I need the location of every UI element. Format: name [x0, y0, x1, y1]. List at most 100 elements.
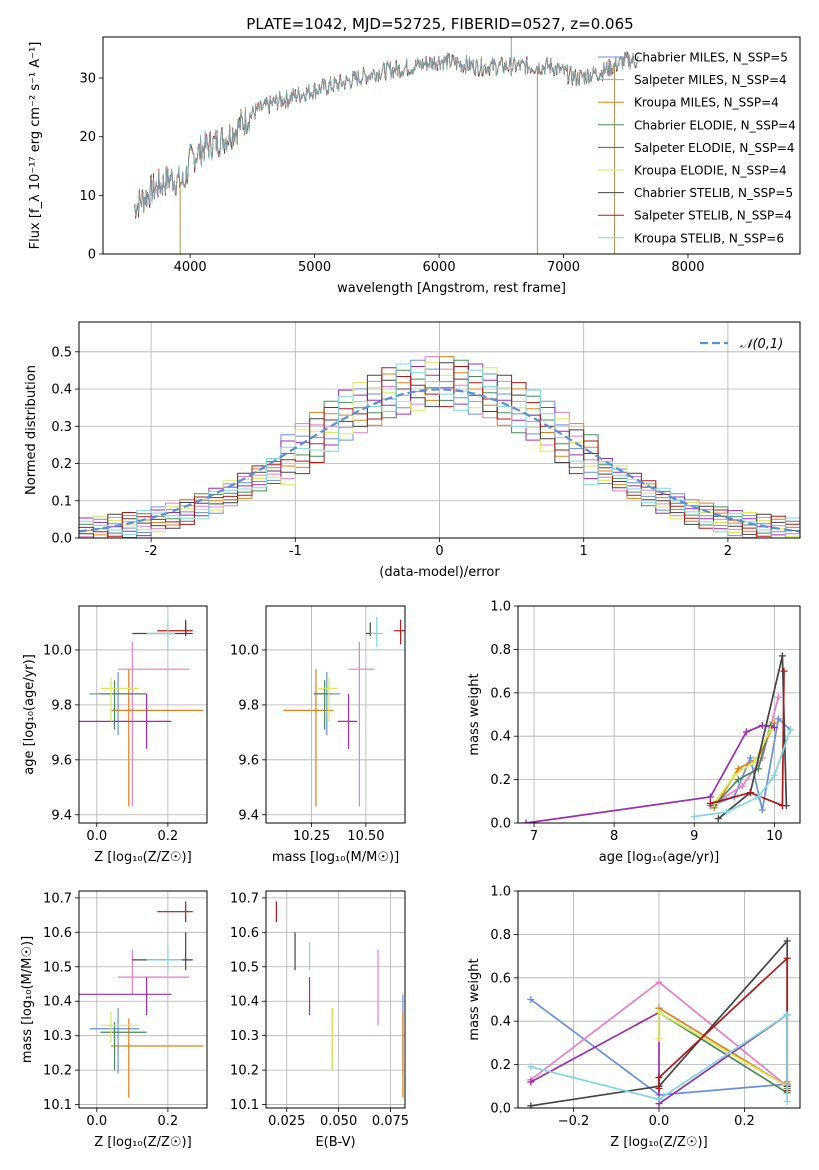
y-axis-label: mass [log₁₀(M/M☉)] — [20, 936, 35, 1063]
y-tick-label: 0.0 — [490, 1102, 511, 1117]
axes-frame — [265, 605, 406, 824]
y-tick-label: 10 — [79, 189, 96, 204]
x-tick-label: 2 — [724, 544, 732, 559]
weight-series-7 — [710, 671, 785, 807]
y-tick-label: 0.2 — [490, 773, 511, 788]
error-bars — [79, 619, 204, 807]
spectrum-legend: Chabrier MILES, N_SSP=5 Salpeter MILES, N… — [598, 51, 796, 245]
weight-marker — [527, 1078, 535, 1086]
y-axis-label: mass weight — [467, 673, 482, 755]
y-tick-label: 10.5 — [43, 960, 72, 975]
histograms — [79, 356, 800, 538]
y-tick-label: 9.8 — [238, 698, 259, 713]
x-tick-label: 0.075 — [372, 1114, 409, 1129]
x-tick-label: 1 — [580, 544, 588, 559]
weight-marker — [783, 954, 791, 962]
x-tick-label: 10.25 — [293, 829, 330, 844]
x-tick-label: 0.2 — [158, 1114, 179, 1129]
weight-marker — [783, 1097, 791, 1105]
weight-marker — [770, 724, 778, 732]
weight-marker — [770, 771, 778, 779]
y-tick-label: 10.2 — [43, 1064, 72, 1079]
y-tick-label: 0.8 — [490, 643, 511, 658]
weight-marker — [655, 1084, 663, 1092]
y-tick-label: 30 — [79, 72, 96, 87]
x-tick-label: 10 — [766, 829, 783, 844]
axes-frame — [78, 321, 801, 539]
y-tick-label: 10.4 — [43, 995, 72, 1010]
weight-marker — [706, 799, 714, 807]
x-tick-label: 0 — [435, 544, 443, 559]
legend-label: 𝒩(0,1) — [740, 337, 783, 352]
x-axis-label: wavelength [Angstrom, rest frame] — [337, 281, 566, 296]
weight-lines — [527, 937, 791, 1108]
y-tick-label: 0.4 — [490, 730, 511, 745]
y-tick-label: 10.6 — [230, 926, 259, 941]
legend-label: Chabrier ELODIE, N_SSP=4 — [634, 118, 796, 132]
axes-frame — [78, 890, 208, 1109]
weight_vs_age-axes: 7 8 9 10 0.0 0.2 0.4 0.6 0.8 1.0 age [log₁₀(age/yr… — [467, 600, 801, 865]
y-tick-label: 0.4 — [51, 383, 72, 398]
weight-marker — [774, 693, 782, 701]
weight-marker — [746, 754, 754, 762]
x-axis-label: Z [log₁₀(Z/Z☉)] — [610, 1135, 707, 1150]
weight-series-8 — [530, 1013, 789, 1102]
x-tick-label: 6000 — [423, 260, 456, 275]
y-axis-label: mass weight — [467, 958, 482, 1040]
weight-marker — [778, 802, 786, 810]
x-tick-label: 0.0 — [86, 829, 107, 844]
y-axis-label: age [log₁₀(age/yr)] — [22, 654, 37, 775]
y-tick-label: 1.0 — [490, 885, 511, 900]
spectrum-lines — [133, 37, 639, 254]
weight-marker — [758, 806, 766, 814]
weight-marker — [734, 776, 742, 784]
weight-series-6 — [717, 655, 788, 820]
legend-label: Chabrier MILES, N_SSP=5 — [634, 51, 788, 65]
x-tick-label: 0.025 — [268, 1114, 305, 1129]
weight-marker — [730, 771, 738, 779]
legend-label: Salpeter MILES, N_SSP=4 — [634, 73, 787, 87]
weight-marker — [742, 728, 750, 736]
x-tick-label: 0.050 — [320, 1114, 357, 1129]
weight-marker — [766, 726, 774, 734]
y-tick-label: 0 — [88, 248, 96, 263]
weight-series-3 — [713, 725, 772, 807]
weight_vs_Z-axes: −0.2 0.0 0.2 0.0 0.2 0.4 0.6 0.8 1.0 Z [log₁₀(Z/Z… — [467, 885, 801, 1150]
spectrum-axes: 4000 5000 6000 7000 8000 0 10 20 30 wavelength [A… — [28, 36, 801, 296]
weight-marker — [527, 996, 535, 1003]
weight-marker — [786, 726, 794, 734]
y-tick-label: 20 — [79, 130, 96, 145]
weight-marker — [655, 1095, 663, 1103]
weight-marker — [783, 937, 791, 945]
y-tick-label: 10.7 — [43, 891, 72, 906]
legend-label: Salpeter ELODIE, N_SSP=4 — [634, 141, 795, 155]
x-axis-label: Z [log₁₀(Z/Z☉)] — [94, 850, 191, 865]
x-tick-label: 0.0 — [86, 1114, 107, 1129]
normal-curve — [79, 388, 800, 533]
axes-frame — [265, 890, 406, 1109]
x-tick-label: −0.2 — [558, 1114, 590, 1129]
age_vs_Z-axes: 0.0 0.2 9.4 9.6 9.8 10.0 Z [log₁₀(Z/Z☉)] age [l… — [22, 605, 208, 865]
x-tick-label: 8000 — [671, 260, 704, 275]
y-tick-label: 0.2 — [490, 1058, 511, 1073]
weight-marker — [706, 793, 714, 801]
histogram-8 — [79, 363, 800, 538]
legend-label: Kroupa ELODIE, N_SSP=4 — [634, 164, 787, 178]
weight-marker — [690, 812, 698, 820]
histogram-7 — [79, 366, 800, 537]
y-axis-label: Normed distribution — [24, 365, 39, 495]
y-tick-label: 0.6 — [490, 971, 511, 986]
x-tick-label: -1 — [289, 544, 302, 559]
legend-label: Kroupa STELIB, N_SSP=6 — [634, 231, 784, 245]
y-tick-label: 10.3 — [230, 1029, 259, 1044]
axes-frame — [517, 605, 801, 824]
x-axis-label: Z [log₁₀(Z/Z☉)] — [94, 1135, 191, 1150]
y-tick-label: 0.8 — [490, 928, 511, 943]
y-tick-label: 10.6 — [43, 926, 72, 941]
weight-marker — [722, 808, 730, 816]
weight-series-5 — [713, 729, 772, 804]
y-tick-label: 9.6 — [238, 753, 259, 768]
x-axis-label: E(B-V) — [315, 1135, 355, 1150]
axes-frame — [102, 36, 801, 255]
residuals-axes: -2 -1 0 1 2 0.0 0.1 0.2 0.3 0.4 0.5 (data-model)/er… — [24, 321, 801, 580]
